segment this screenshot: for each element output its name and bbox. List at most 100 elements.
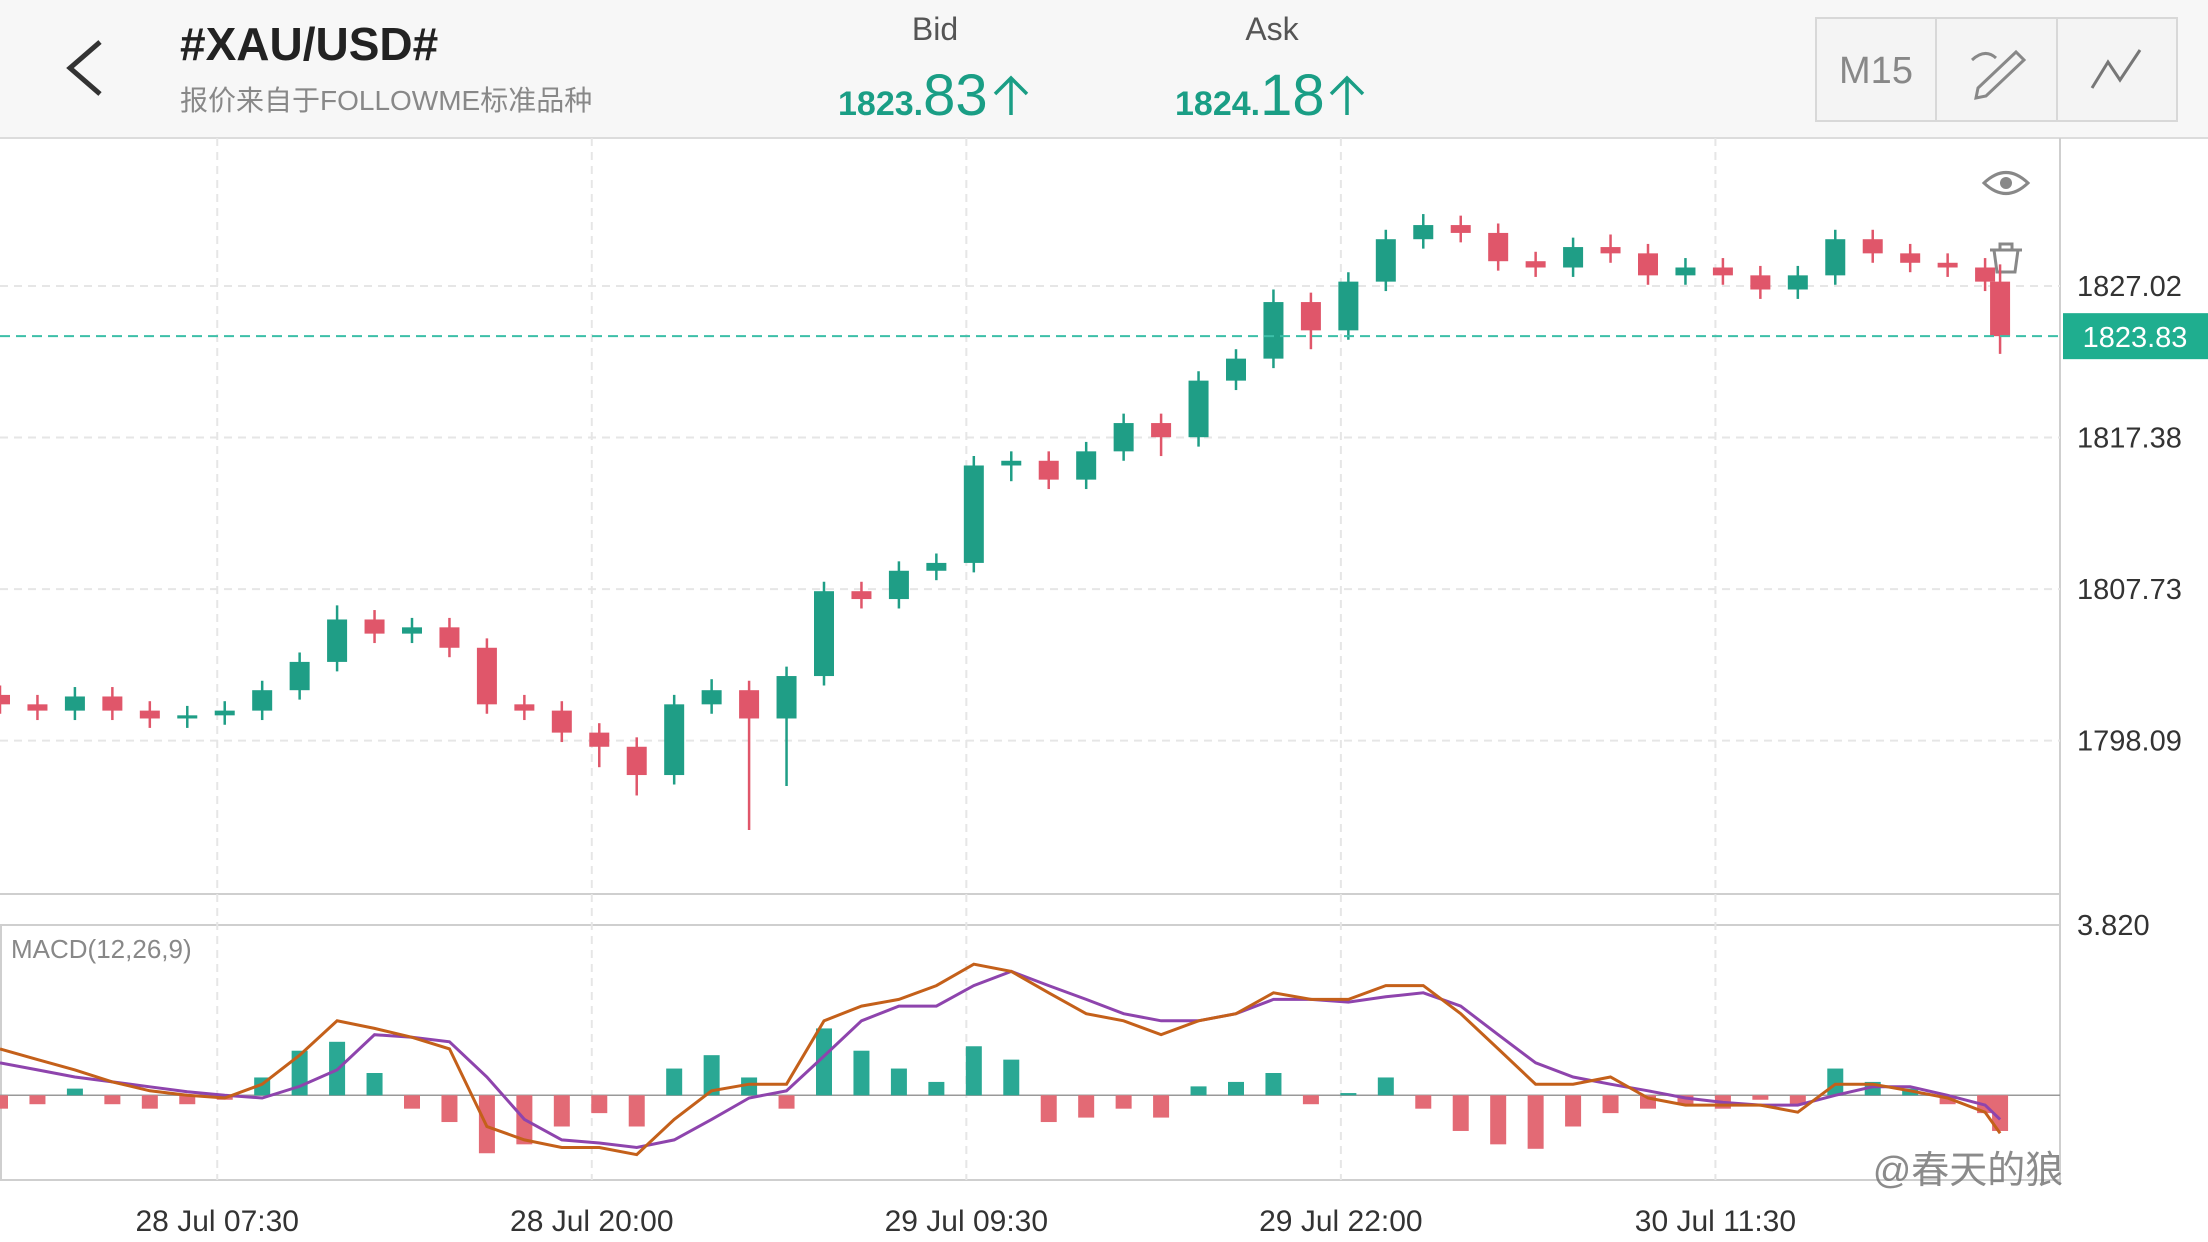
- candle-body: [289, 661, 310, 691]
- bid-pips: 83: [923, 63, 988, 128]
- x-tick-label: 30 Jul 11:30: [1635, 1205, 1796, 1238]
- macd-histogram-bar: [1452, 1095, 1469, 1131]
- macd-histogram-bar: [1527, 1095, 1544, 1149]
- candle-body: [1825, 239, 1846, 276]
- macd-histogram-bar: [1228, 1081, 1244, 1096]
- candle-body: [1862, 239, 1883, 254]
- candle-body: [1675, 267, 1696, 276]
- candle-body: [701, 690, 722, 705]
- x-tick-label: 29 Jul 22:00: [1259, 1205, 1422, 1238]
- eye-icon[interactable]: [1981, 171, 2031, 195]
- candle-body: [1375, 239, 1396, 282]
- macd-histogram-bar: [1190, 1086, 1207, 1096]
- symbol: #XAU/USD#: [180, 18, 438, 70]
- draw-tool-button[interactable]: [1970, 49, 2027, 100]
- macd-tick-label: 3.820: [2077, 910, 2150, 942]
- candle-body: [926, 562, 947, 571]
- candle-body: [1638, 253, 1658, 276]
- macd-histogram-bar: [404, 1095, 420, 1109]
- macd-histogram-bar: [1490, 1095, 1507, 1145]
- candle-body: [1990, 281, 2011, 337]
- candle-body: [327, 619, 348, 662]
- macd-histogram-bar: [1340, 1093, 1357, 1096]
- macd-histogram-bar: [1565, 1095, 1582, 1127]
- x-tick-label: 28 Jul 20:00: [510, 1205, 673, 1238]
- candle-body: [1787, 275, 1808, 290]
- candle-body: [888, 570, 909, 600]
- x-tick-label: 28 Jul 07:30: [136, 1205, 299, 1238]
- macd-histogram-bar: [1377, 1077, 1394, 1096]
- candle-body: [851, 591, 872, 600]
- macd-histogram-bar: [1265, 1073, 1282, 1096]
- macd-histogram-bar: [1602, 1095, 1619, 1114]
- last-price-tag: [2063, 313, 2208, 360]
- candle-body: [402, 627, 422, 634]
- candle-body: [963, 465, 984, 563]
- candle-body: [589, 732, 610, 747]
- subtitle: 报价来自于FOLLOWME标准品种: [180, 85, 592, 116]
- macd-title: MACD(12,26,9): [11, 934, 192, 964]
- candle-body: [1001, 460, 1022, 466]
- macd-histogram-bar: [1827, 1068, 1844, 1096]
- macd-histogram-bar: [1992, 1095, 2009, 1131]
- candle-body: [364, 619, 385, 634]
- candle-body: [551, 710, 572, 733]
- macd-histogram-bar: [965, 1046, 982, 1096]
- back-button[interactable]: [66, 40, 102, 96]
- x-tick-label: 29 Jul 09:30: [885, 1205, 1048, 1238]
- ask-main: 1824.: [1175, 85, 1260, 123]
- candle-body: [1226, 358, 1246, 381]
- candle-body: [776, 676, 797, 719]
- y-tick-label: 1798.09: [2077, 726, 2182, 758]
- macd-histogram-bar: [553, 1095, 570, 1127]
- candle-body: [1338, 281, 1359, 331]
- candle-body: [476, 647, 497, 705]
- macd-line: [0, 962, 2002, 1157]
- macd-histogram-bar: [1003, 1059, 1020, 1096]
- last-price-label: 1823.83: [2083, 322, 2188, 354]
- macd-histogram-bar: [1677, 1095, 1694, 1105]
- macd-histogram-bar: [0, 1095, 8, 1109]
- candle-body: [1413, 225, 1434, 240]
- candle-body: [1600, 247, 1621, 254]
- macd-histogram-bar: [1302, 1095, 1319, 1105]
- candle-body: [0, 694, 10, 705]
- macd-histogram-bar: [1153, 1095, 1170, 1118]
- macd-histogram-bar: [1415, 1095, 1432, 1109]
- candle-body: [252, 690, 273, 711]
- candle-body: [1188, 380, 1209, 438]
- candle-body: [1525, 261, 1546, 268]
- candle-body: [1076, 451, 1097, 480]
- macd-histogram-bar: [666, 1068, 683, 1096]
- timeframe-button[interactable]: M15: [1839, 50, 1913, 92]
- macd-histogram-bar: [853, 1050, 870, 1096]
- macd-histogram-bar: [104, 1095, 121, 1105]
- macd-histogram-bar: [1115, 1095, 1132, 1109]
- macd-histogram-bar: [441, 1095, 458, 1123]
- macd-histogram-bar: [1078, 1095, 1095, 1118]
- indicator-button[interactable]: [2090, 49, 2142, 89]
- candle-body: [1263, 302, 1284, 359]
- candle-body: [102, 696, 123, 711]
- candle-body: [177, 715, 198, 719]
- y-tick-label: 1817.38: [2077, 423, 2182, 455]
- macd-histogram-bar: [141, 1095, 158, 1109]
- candle-body: [439, 627, 460, 648]
- candle-body: [1151, 423, 1172, 438]
- candle-body: [214, 710, 235, 716]
- bid-up-arrow: [993, 75, 1029, 115]
- macd-histogram-bar: [1939, 1095, 1956, 1105]
- delete-icon[interactable]: [1990, 242, 2022, 274]
- candle-body: [64, 696, 85, 711]
- candle-body: [1488, 232, 1509, 262]
- macd-histogram-bar: [366, 1073, 383, 1096]
- macd-histogram-bar: [29, 1095, 46, 1105]
- candle-body: [1750, 275, 1771, 290]
- bid-main: 1823.: [838, 85, 923, 123]
- candle-body: [1975, 267, 1996, 282]
- macd-histogram-bar: [66, 1088, 83, 1096]
- candle-body: [139, 710, 160, 719]
- candle-body: [27, 704, 48, 711]
- macd-histogram-bar: [1752, 1095, 1769, 1100]
- candle-body: [1300, 302, 1321, 331]
